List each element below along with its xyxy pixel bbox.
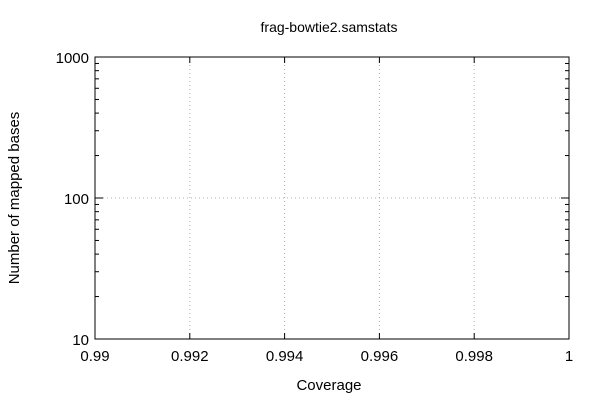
chart-title: frag-bowtie2.samstats (261, 19, 398, 35)
x-tick-label: 0.996 (361, 348, 399, 365)
x-tick-label: 0.998 (455, 348, 493, 365)
x-tick-label: 1 (565, 348, 573, 365)
y-axis-label: Number of mapped bases (6, 112, 23, 285)
y-tick-label: 1000 (56, 50, 89, 67)
x-tick-label: 0.99 (80, 348, 109, 365)
axis-ticks (94, 56, 570, 340)
y-tick-label: 100 (64, 191, 89, 208)
x-tick-labels: 0.99 0.992 0.994 0.996 0.998 1 (80, 348, 573, 365)
x-tick-label: 0.994 (266, 348, 304, 365)
grid-lines (95, 57, 569, 339)
x-tick-label: 0.992 (171, 348, 209, 365)
x-axis-label: Coverage (296, 377, 361, 394)
y-tick-label: 10 (72, 332, 89, 349)
y-tick-labels: 10 100 1000 (56, 50, 89, 349)
